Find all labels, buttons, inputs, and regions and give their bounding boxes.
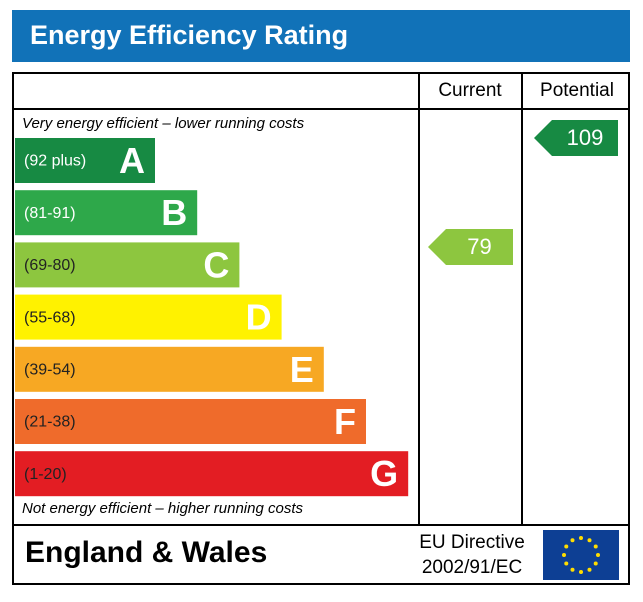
column-header: Potential [540,80,614,101]
band-range: (81-91) [24,205,76,222]
band-letter: B [161,192,187,233]
star [564,544,569,549]
rating-value: 109 [567,125,604,150]
star [570,538,575,543]
star [579,536,583,540]
star [564,561,569,566]
band [15,399,366,444]
rating-arrow [428,229,513,265]
band [15,294,282,340]
band-letter: A [119,140,145,181]
star [593,544,598,549]
band-letter: F [334,401,356,442]
column-header: Current [438,80,502,101]
star [596,553,600,557]
top-note: Very energy efficient – lower running co… [22,115,305,132]
band [15,242,240,288]
band-letter: G [370,453,398,494]
star [587,538,592,543]
band-range: (39-54) [24,362,76,379]
band [15,346,324,392]
band-letter: E [290,349,314,390]
band-range: (55-68) [24,309,76,326]
band-letter: C [203,244,229,285]
star [587,567,592,572]
title-bar [12,10,630,62]
bottom-note: Not energy efficient – higher running co… [22,500,303,517]
star [570,567,575,572]
star [579,570,583,574]
title: Energy Efficiency Rating [30,20,348,50]
band [15,138,155,183]
band-range: (21-38) [24,414,76,431]
band [15,190,198,236]
directive: EU Directive [419,532,525,553]
frame [12,72,630,585]
star [562,553,566,557]
band-range: (1-20) [24,466,67,483]
rating-value: 79 [467,234,491,259]
band [15,451,409,497]
directive: 2002/91/EC [422,557,522,578]
band-letter: D [246,297,272,338]
band-range: (69-80) [24,257,76,274]
star [593,561,598,566]
eu-stars [562,536,600,574]
band-range: (92 plus) [24,153,86,170]
region: England & Wales [25,536,267,569]
rating-arrow [534,120,618,156]
